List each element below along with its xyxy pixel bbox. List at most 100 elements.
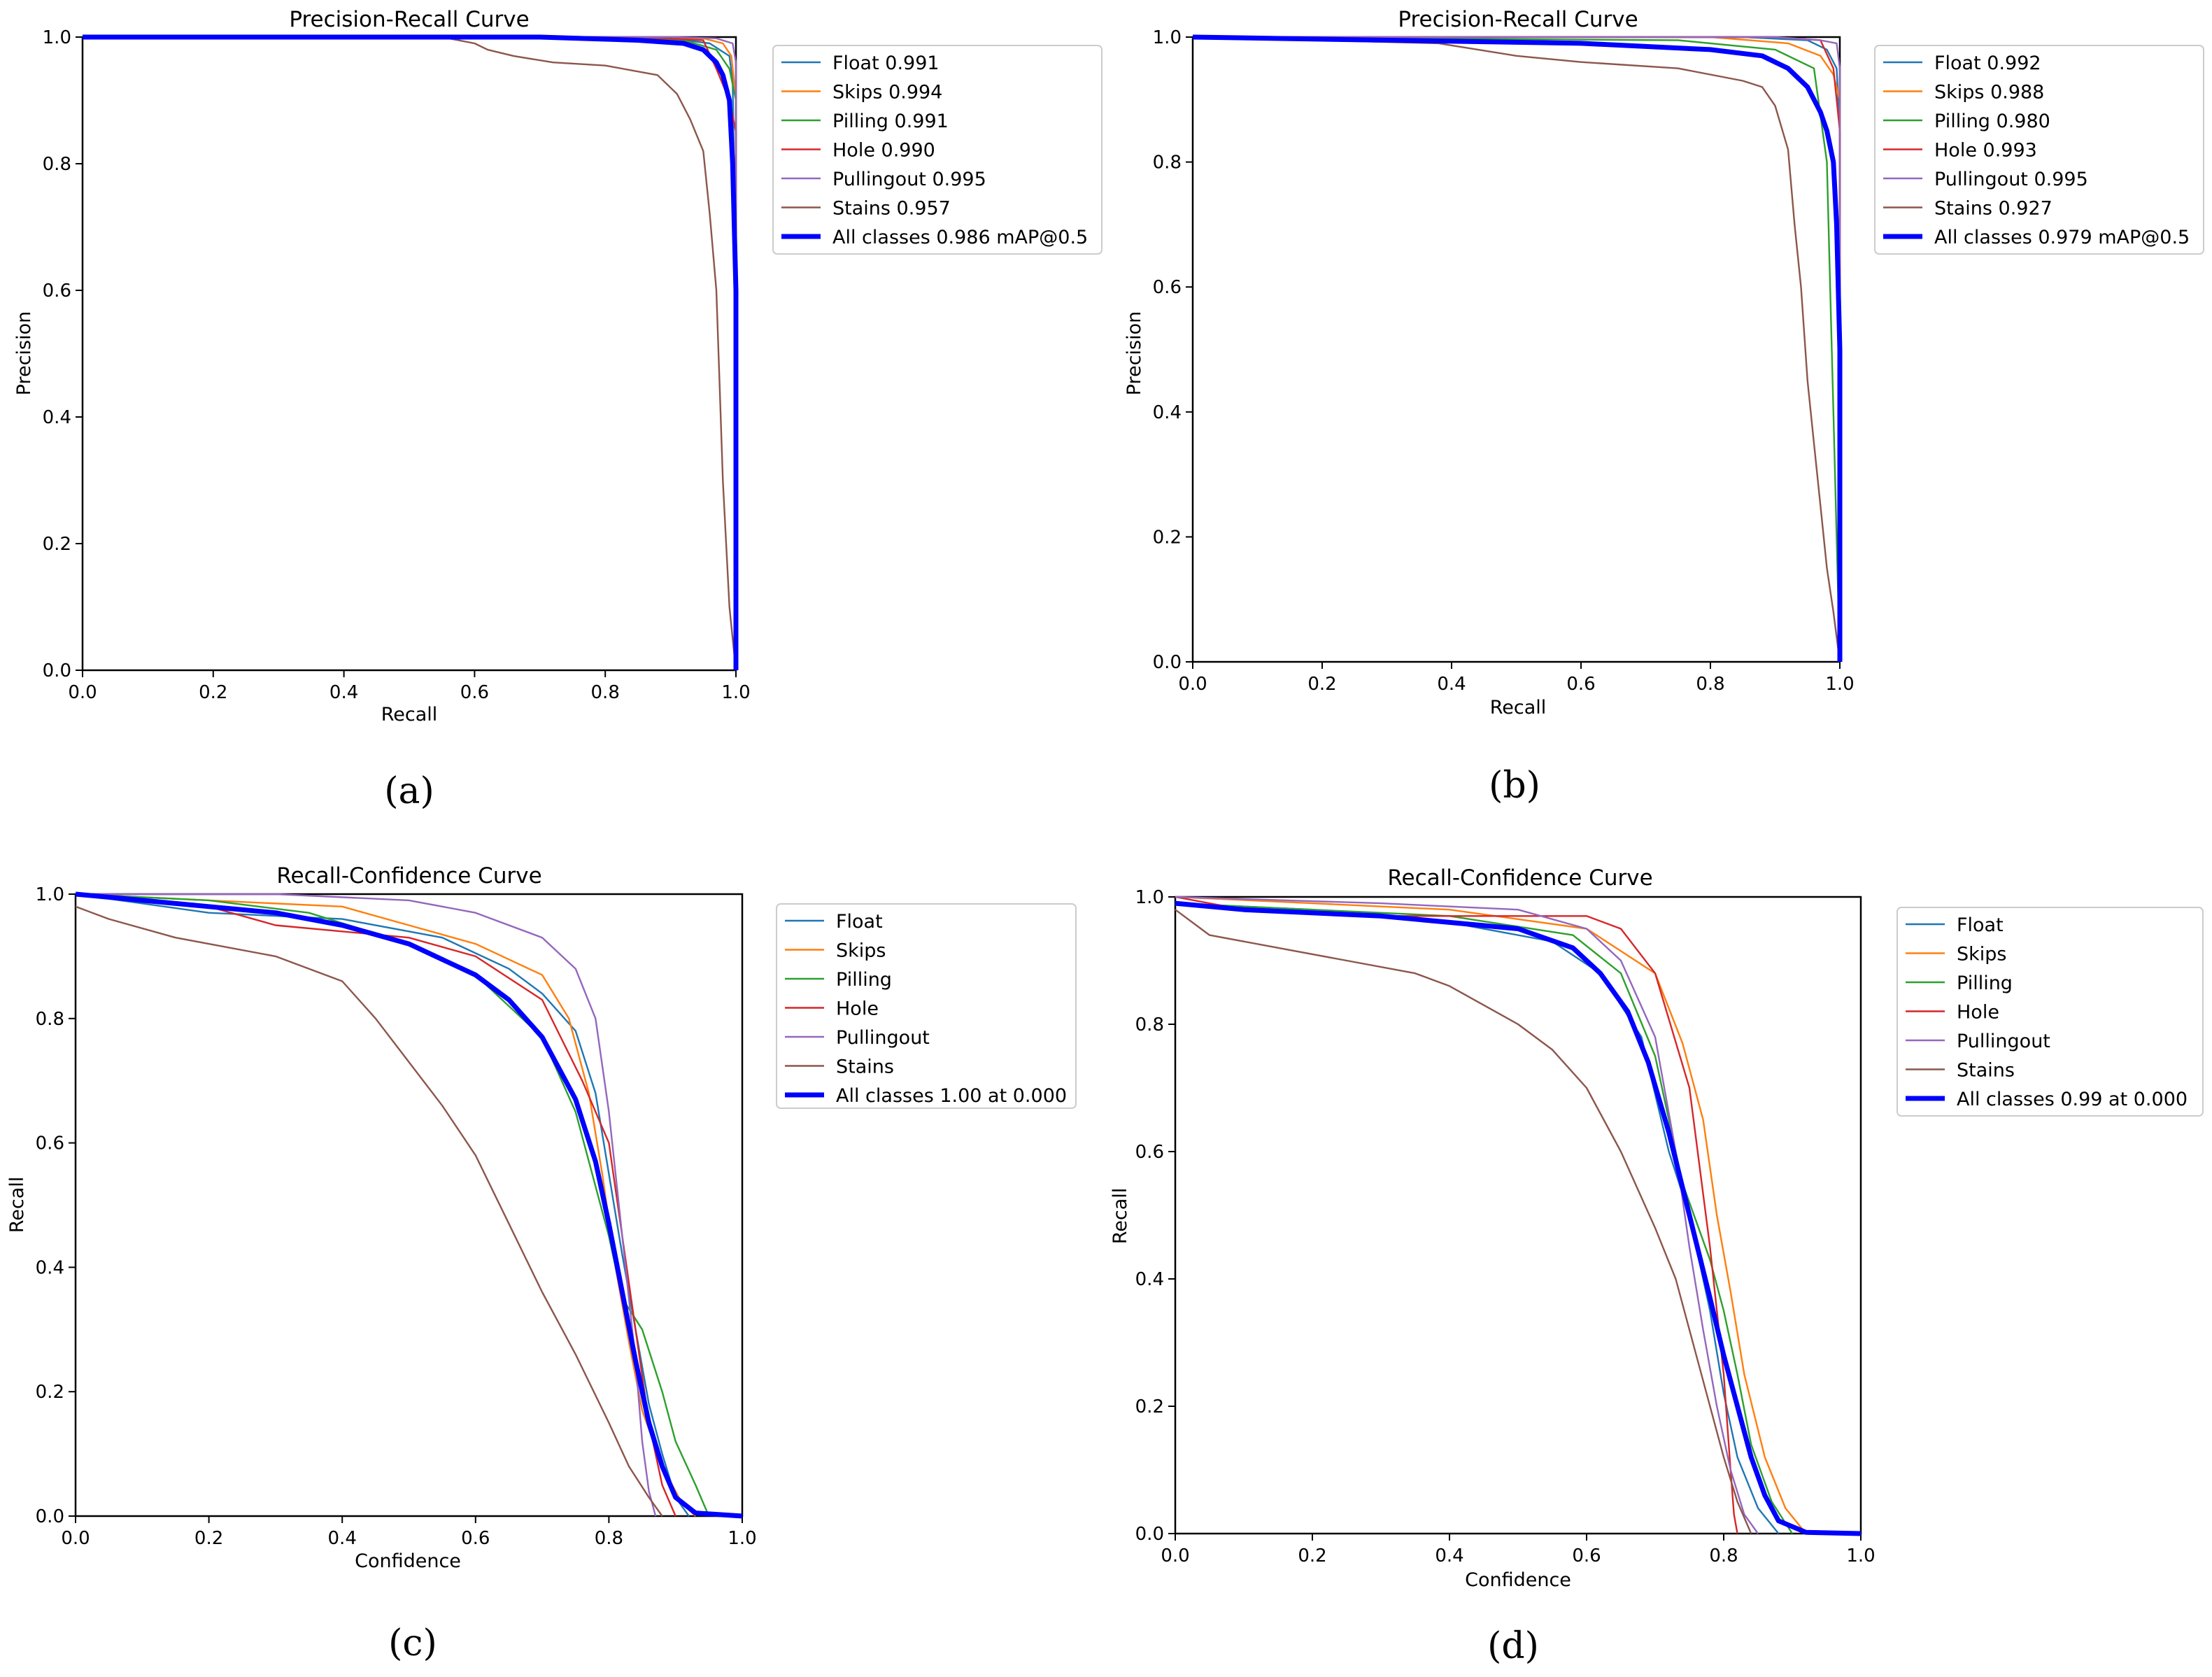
x-tick-label: 0.0 — [1178, 674, 1207, 695]
series-line-2 — [83, 36, 737, 670]
legend-label: All classes 0.986 mAP@0.5 — [832, 227, 1088, 248]
y-tick-label: 0.6 — [36, 1133, 64, 1154]
x-tick-label: 0.8 — [595, 1528, 623, 1549]
chart-title: Precision-Recall Curve — [1398, 7, 1638, 32]
legend-label: Pullingout — [836, 1027, 930, 1049]
legend-label: Skips — [1957, 944, 2006, 965]
series-line-6 — [83, 34, 739, 670]
legend — [1874, 45, 2204, 255]
x-axis-label: Recall — [381, 704, 438, 726]
series-line-3 — [75, 893, 676, 1517]
x-tick-label: 1.0 — [1846, 1545, 1875, 1566]
series-line-4 — [1193, 36, 1841, 662]
x-tick-label: 0.2 — [199, 682, 227, 703]
legend-label: Stains — [836, 1056, 894, 1078]
y-tick-label: 0.8 — [36, 1009, 64, 1030]
series-line-0 — [1193, 36, 1841, 662]
legend-label: Stains 0.957 — [832, 198, 951, 220]
series-line-5 — [75, 905, 663, 1517]
legend-label: All classes 0.979 mAP@0.5 — [1934, 227, 2190, 248]
legend-label: Pullingout 0.995 — [832, 169, 986, 190]
series-line-5 — [83, 36, 737, 671]
legend-label: Pilling 0.980 — [1934, 111, 2050, 132]
x-tick-label: 0.4 — [329, 682, 358, 703]
y-tick-label: 0.2 — [43, 534, 71, 555]
x-tick-label: 0.6 — [1566, 674, 1595, 695]
panel-a: Precision-Recall Curve Precision Recall … — [13, 7, 1103, 812]
panel-b: Precision-Recall Curve Precision Recall … — [1123, 7, 2204, 807]
x-axis-label: Recall — [1490, 697, 1547, 719]
x-tick-label: 0.6 — [460, 682, 489, 703]
legend-label: All classes 0.99 at 0.000 — [1957, 1089, 2188, 1110]
panel-caption: (c) — [388, 1622, 437, 1664]
x-tick-label: 0.4 — [328, 1528, 357, 1549]
legend-entries: Float 0.991 Skips 0.994 Pilling 0.991 Hole … — [781, 52, 1088, 248]
series-line-4 — [1175, 896, 1759, 1534]
plot-area: 0.0 0.2 0.4 0.6 0.8 1.0 0.0 0.2 0.4 0.6 0.8 1.0 — [1135, 887, 1876, 1566]
plot-area: 0.0 0.2 0.4 0.6 0.8 1.0 0.0 0.2 0.4 0.6 0.8 1.0 — [36, 884, 757, 1549]
x-tick-label: 0.8 — [1696, 674, 1724, 695]
legend-label: Pilling 0.991 — [832, 111, 949, 132]
legend-label: Stains 0.927 — [1934, 198, 2053, 220]
legend-label: Float — [836, 911, 883, 933]
plot-frame — [1191, 36, 1841, 663]
y-axis-label: Recall — [1109, 1188, 1131, 1245]
series-line-0 — [75, 893, 690, 1517]
series-line-6 — [75, 891, 743, 1519]
legend-label: Pilling — [836, 969, 892, 991]
y-tick-label: 0.2 — [1135, 1396, 1164, 1417]
y-axis-label: Precision — [1123, 311, 1145, 395]
plot-area: 0.0 0.2 0.4 0.6 0.8 1.0 0.0 0.2 0.4 0.6 0.8 1.0 — [1153, 27, 1855, 695]
x-tick-label: 0.0 — [68, 682, 97, 703]
x-tick-label: 0.6 — [1572, 1545, 1601, 1566]
y-tick-label: 0.4 — [1135, 1269, 1164, 1290]
legend-label: Float 0.992 — [1934, 52, 2041, 74]
plot-frame — [1174, 896, 1862, 1535]
x-tick-label: 0.2 — [1298, 1545, 1326, 1566]
legend-entries: Float Skips Pilling Hole Pullingout Stains All… — [1906, 914, 2188, 1110]
legend-label: Skips 0.988 — [1934, 82, 2044, 104]
y-tick-label: 0.2 — [36, 1382, 64, 1403]
series-line-5 — [1192, 36, 1841, 663]
x-tick-label: 1.0 — [728, 1528, 756, 1549]
panel-caption: (d) — [1487, 1625, 1539, 1667]
legend-label: Hole — [1957, 1002, 1999, 1024]
legend-entries: Float 0.992 Skips 0.988 Pilling 0.980 Hole … — [1883, 52, 2190, 248]
y-axis-label: Precision — [13, 311, 35, 395]
plot-frame — [81, 36, 737, 672]
x-tick-label: 0.4 — [1437, 674, 1466, 695]
panel-caption: (b) — [1489, 765, 1540, 807]
legend-label: Hole — [836, 998, 879, 1020]
plot-area: 0.0 0.2 0.4 0.6 0.8 1.0 0.0 0.2 0.4 0.6 0.8 1.0 — [43, 27, 751, 703]
x-tick-label: 0.2 — [1307, 674, 1336, 695]
series-line-6 — [1175, 900, 1862, 1536]
x-tick-label: 1.0 — [1825, 674, 1854, 695]
y-tick-label: 0.6 — [43, 281, 71, 302]
legend-label: Skips 0.994 — [832, 82, 942, 104]
x-tick-label: 0.0 — [61, 1528, 90, 1549]
series-line-3 — [83, 36, 737, 670]
legend-label: Pullingout 0.995 — [1934, 169, 2088, 190]
legend-label: Float 0.991 — [832, 52, 940, 74]
legend-label: Stains — [1957, 1060, 2015, 1082]
legend-label: Pullingout — [1957, 1031, 2050, 1052]
series-line-1 — [83, 36, 737, 670]
x-tick-label: 0.6 — [461, 1528, 490, 1549]
y-tick-label: 0.2 — [1153, 527, 1182, 548]
legend-label: Hole 0.993 — [1934, 140, 2037, 162]
series-line-4 — [76, 893, 657, 1517]
y-tick-label: 0.6 — [1153, 277, 1182, 298]
panel-caption: (a) — [384, 770, 434, 812]
y-tick-label: 0.8 — [1153, 153, 1182, 174]
legend-entries: Float Skips Pilling Hole Pullingout Stains All… — [785, 911, 1067, 1107]
x-tick-label: 0.8 — [1709, 1545, 1738, 1566]
y-tick-label: 0.4 — [1153, 402, 1182, 423]
legend-label: Skips — [836, 940, 886, 962]
y-tick-label: 1.0 — [36, 884, 64, 905]
y-tick-label: 0.4 — [36, 1257, 64, 1278]
series-line-2 — [1175, 902, 1794, 1534]
y-tick-label: 0.6 — [1135, 1142, 1164, 1163]
y-tick-label: 0.0 — [36, 1506, 64, 1527]
x-tick-label: 1.0 — [721, 682, 750, 703]
